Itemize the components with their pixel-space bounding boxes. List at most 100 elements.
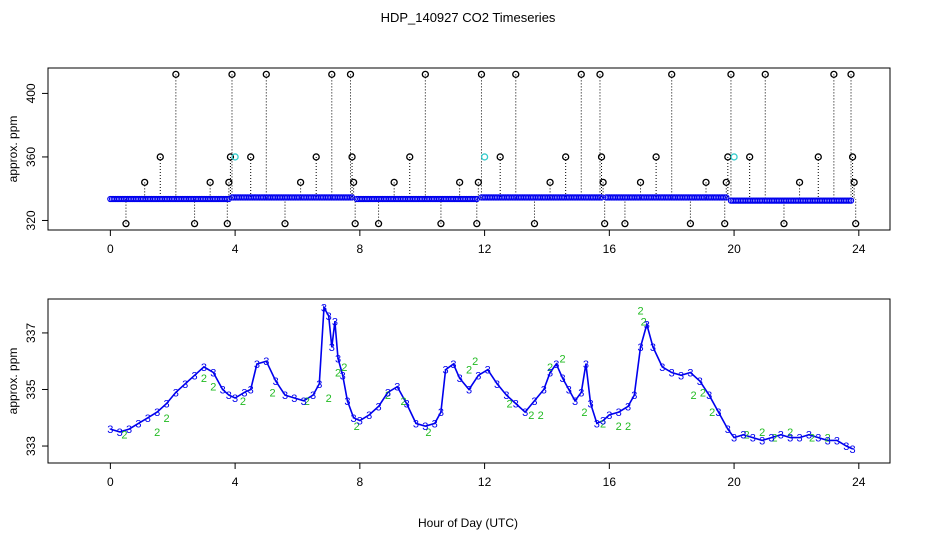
blue-marker-3: 3 [326, 311, 332, 323]
blue-marker-3: 3 [344, 396, 350, 408]
blue-marker-3: 3 [778, 430, 784, 442]
spike-point [346, 70, 355, 79]
spike-point [848, 153, 857, 161]
blue-marker-3: 3 [340, 370, 346, 382]
blue-marker-3: 3 [644, 319, 650, 331]
blue-marker-3: 3 [494, 379, 500, 391]
blue-marker-3: 3 [335, 353, 341, 365]
spike-point [830, 70, 838, 79]
spike-point [421, 70, 429, 79]
green-marker-2: 2 [506, 399, 512, 411]
bottom-x-tick-label: 12 [478, 475, 492, 489]
blue-marker-3: 3 [163, 399, 169, 411]
blue-marker-3: 3 [241, 387, 247, 399]
blue-marker-3: 3 [282, 390, 288, 402]
top-x-tick-label: 0 [107, 242, 114, 256]
spike-point [722, 178, 730, 187]
spike-point [596, 70, 604, 79]
blue-marker-3: 3 [210, 368, 216, 380]
blue-marker-3: 3 [154, 407, 160, 419]
blue-marker-3: 3 [173, 387, 179, 399]
cyan-point [480, 153, 489, 161]
spike-point [668, 70, 676, 79]
spike-point [814, 153, 822, 161]
blue-marker-3: 3 [273, 376, 279, 388]
blue-marker-3: 3 [457, 373, 463, 385]
blue-marker-3: 3 [126, 424, 132, 436]
top-spike-points [122, 70, 860, 228]
spike-point [686, 219, 695, 228]
bottom-x-tick-label: 24 [852, 475, 866, 489]
blue-marker-3: 3 [815, 433, 821, 445]
top-spike-lines [125, 74, 857, 224]
blue-marker-3: 3 [394, 382, 400, 394]
top-panel: 0 4 8 12 16 20 24 320 360 400 approx. ppm [6, 67, 891, 256]
spike-point [847, 70, 855, 79]
green-marker-2: 2 [466, 365, 472, 377]
spike-point [226, 153, 235, 161]
blue-marker-3: 3 [650, 342, 656, 354]
spike-point [374, 219, 383, 228]
spike-point [850, 178, 858, 187]
spike-point [546, 178, 554, 187]
blue-marker-3: 3 [687, 368, 693, 380]
blue-marker-3: 3 [226, 390, 232, 402]
spike-point [172, 70, 180, 79]
figure-title: HDP_140927 CO2 Timeseries [381, 10, 556, 25]
blue-marker-3: 3 [182, 379, 188, 391]
green-marker-2: 2 [600, 418, 606, 430]
spike-point [601, 219, 609, 228]
spike-point [262, 70, 270, 79]
spike-point [474, 178, 483, 187]
blue-marker-3: 3 [631, 390, 637, 402]
baseline-point [723, 194, 730, 201]
bottom-y-tick-label: 335 [24, 379, 38, 399]
blue-marker-3: 3 [254, 359, 260, 371]
top-y-label: approx. ppm [6, 116, 20, 183]
blue-marker-3: 3 [659, 362, 665, 374]
spike-point [437, 219, 445, 228]
blue-marker-3: 3 [107, 424, 113, 436]
green-marker-2: 2 [625, 421, 631, 433]
top-y-tick-label: 400 [24, 83, 38, 103]
bottom-x-tick-label: 8 [357, 475, 364, 489]
blue-marker-3: 3 [850, 444, 856, 456]
blue-marker-3: 3 [385, 387, 391, 399]
blue-marker-3: 3 [797, 433, 803, 445]
blue-marker-3: 3 [443, 365, 449, 377]
blue-marker-3: 3 [531, 396, 537, 408]
bottom-y-ticks: 333 335 337 [24, 323, 48, 456]
bottom-y-label: approx. ppm [6, 348, 20, 415]
blue-marker-3: 3 [485, 365, 491, 377]
bottom-x-tick-label: 4 [232, 475, 239, 489]
blue-marker-3: 3 [422, 421, 428, 433]
blue-marker-3: 3 [787, 433, 793, 445]
spike-point [795, 178, 804, 187]
blue-marker-3: 3 [329, 342, 335, 354]
spike-point [599, 178, 607, 187]
spike-point [122, 219, 130, 228]
blue-marker-3: 3 [600, 416, 606, 428]
green-marker-2: 2 [809, 433, 815, 445]
spike-point [296, 178, 305, 187]
blue-marker-3: 3 [466, 384, 472, 396]
blue-marker-3: 3 [637, 342, 643, 354]
blue-marker-3: 3 [834, 435, 840, 447]
blue-marker-3: 3 [578, 387, 584, 399]
green-marker-2: 2 [400, 396, 406, 408]
series-line [110, 304, 853, 450]
green-marker-2: 2 [637, 305, 643, 317]
green-marker-2: 2 [772, 433, 778, 445]
spike-point [228, 70, 236, 79]
spike-point [761, 70, 769, 79]
spike-point [512, 70, 520, 79]
green-marker-2: 2 [269, 387, 275, 399]
spike-point [477, 70, 486, 79]
blue-marker-3: 3 [616, 407, 622, 419]
blue-marker-3: 3 [559, 373, 565, 385]
blue-marker-3: 3 [843, 441, 849, 453]
spike-point [746, 153, 754, 161]
top-y-ticks: 320 360 400 [24, 83, 48, 230]
spike-point [190, 219, 199, 228]
